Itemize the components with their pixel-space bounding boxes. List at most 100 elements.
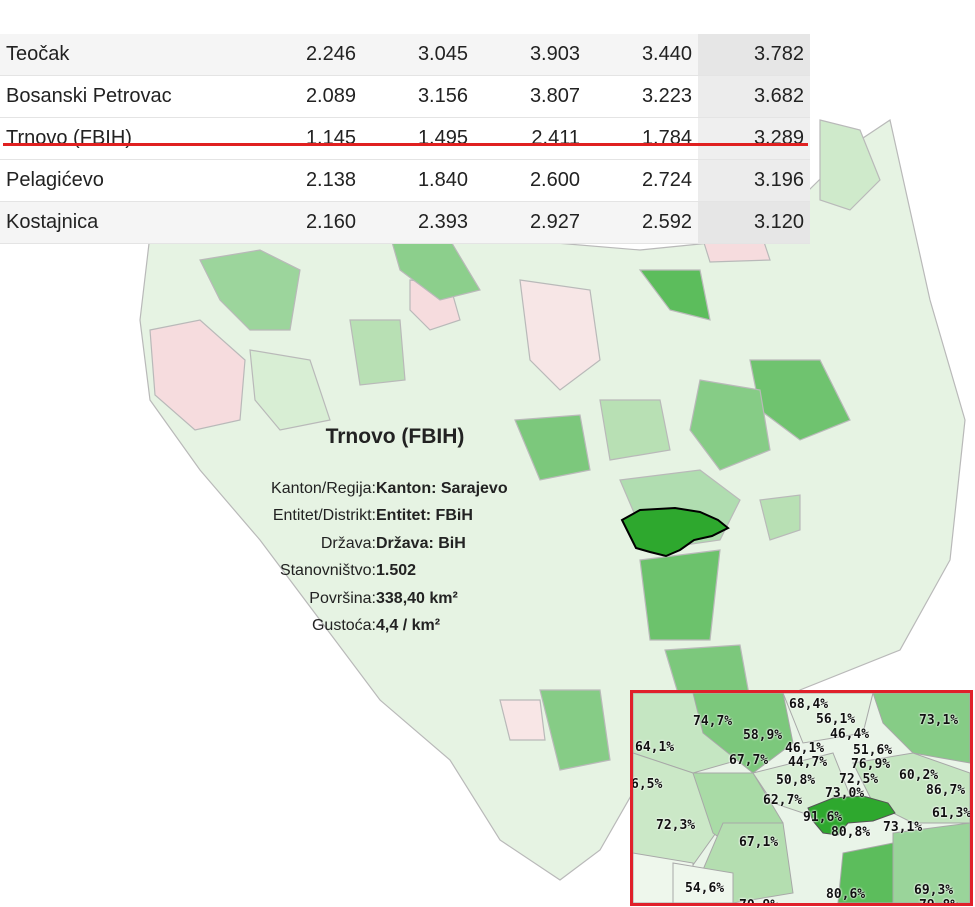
info-value: Država: BiH bbox=[376, 534, 466, 552]
table-cell-value: 3.682 bbox=[698, 75, 810, 118]
table-cell-value: 2.089 bbox=[250, 75, 362, 118]
table-cell-value: 2.600 bbox=[474, 159, 586, 202]
table-cell-value: 3.156 bbox=[362, 75, 474, 118]
map-region-green-6[interactable] bbox=[514, 414, 591, 481]
trnovo-highlight-region[interactable] bbox=[620, 506, 730, 558]
inset-percent-label: 70,9% bbox=[739, 898, 779, 906]
map-region-green-9[interactable] bbox=[639, 549, 721, 641]
info-label: Država: bbox=[320, 534, 376, 552]
table-cell-name: Pelagićevo bbox=[0, 159, 250, 202]
table-cell-value: 3.289 bbox=[698, 117, 810, 160]
inset-percent-label: 73,1% bbox=[883, 820, 923, 835]
map-region-green-12[interactable] bbox=[539, 689, 611, 771]
inset-percent-label: 51,6% bbox=[853, 743, 893, 758]
map-region-pink-center[interactable] bbox=[519, 279, 601, 391]
inset-percent-label: 91,6% bbox=[803, 810, 843, 825]
inset-percent-label: 67,7% bbox=[729, 753, 769, 768]
info-label: Kanton/Regija: bbox=[271, 479, 376, 497]
table-cell-value: 3.903 bbox=[474, 34, 586, 76]
inset-percent-label: 46,1% bbox=[785, 741, 825, 756]
info-label: Površina: bbox=[309, 589, 376, 607]
inset-percent-label: 72,3% bbox=[656, 818, 696, 833]
map-region-green-14[interactable] bbox=[249, 349, 331, 431]
table-cell-value: 3.045 bbox=[362, 34, 474, 76]
table-cell-value: 1.784 bbox=[586, 117, 698, 160]
table-row[interactable]: Kostajnica 2.160 2.393 2.927 2.592 3.120 bbox=[0, 201, 810, 244]
inset-percent-label: 54,6% bbox=[685, 881, 725, 896]
inset-map-percentages: 68,4% 56,1% 73,1% 74,7% 46,4% 64,1% 58,9… bbox=[630, 690, 973, 906]
info-row-density: Gustoća: 4,4 / km² bbox=[230, 613, 560, 641]
inset-percent-label: 73,1% bbox=[919, 713, 959, 728]
info-title: Trnovo (FBIH) bbox=[325, 425, 465, 448]
info-value: 338,40 km² bbox=[376, 589, 458, 607]
info-label: Stanovništvo: bbox=[279, 562, 376, 580]
inset-percent-label: 64,1% bbox=[635, 740, 675, 755]
table-cell-value: 1.840 bbox=[362, 159, 474, 202]
info-label: Gustoća: bbox=[311, 617, 376, 635]
table-row-highlighted[interactable]: Trnovo (FBIH) 1.145 1.495 2.411 1.784 3.… bbox=[0, 117, 810, 160]
table-cell-value: 3.782 bbox=[698, 34, 810, 76]
inset-map-shapes bbox=[633, 693, 970, 903]
table-cell-value: 2.411 bbox=[474, 117, 586, 160]
info-value: Entitet: FBiH bbox=[376, 507, 473, 525]
map-region-green-15[interactable] bbox=[819, 119, 881, 211]
inset-percent-label: 73,0% bbox=[825, 786, 865, 801]
inset-percent-label: 76,9% bbox=[851, 757, 891, 772]
inset-percent-label: 69,3% bbox=[914, 883, 954, 898]
table-row[interactable]: Pelagićevo 2.138 1.840 2.600 2.724 3.196 bbox=[0, 159, 810, 202]
inset-percent-label: 79,8% bbox=[919, 898, 959, 906]
inset-percent-label: 56,1% bbox=[816, 712, 856, 727]
table-row[interactable]: Teočak 2.246 3.045 3.903 3.440 3.782 bbox=[0, 34, 810, 76]
table-cell-value: 3.440 bbox=[586, 34, 698, 76]
inset-percent-label: 80,6% bbox=[826, 887, 866, 902]
municipality-info-tooltip: Trnovo (FBIH) Kanton/Regija: Kanton: Sar… bbox=[230, 425, 560, 640]
table-cell-value: 2.927 bbox=[474, 201, 586, 244]
map-region-green-10[interactable] bbox=[759, 494, 801, 541]
table-cell-value: 3.223 bbox=[586, 75, 698, 118]
table-cell-name: Trnovo (FBIH) bbox=[0, 117, 250, 160]
info-label: Entitet/Distrikt: bbox=[272, 507, 376, 525]
inset-percent-label: 46,4% bbox=[830, 727, 870, 742]
table-row[interactable]: Bosanski Petrovac 2.089 3.156 3.807 3.22… bbox=[0, 75, 810, 118]
highlight-underline bbox=[3, 143, 808, 146]
map-region-green-3[interactable] bbox=[638, 269, 711, 321]
inset-percent-label: 86,7% bbox=[926, 783, 966, 798]
table-cell-value: 2.393 bbox=[362, 201, 474, 244]
table-cell-value: 2.160 bbox=[250, 201, 362, 244]
table-cell-value: 3.807 bbox=[474, 75, 586, 118]
table-cell-value: 2.592 bbox=[586, 201, 698, 244]
map-region-green-13[interactable] bbox=[349, 319, 406, 386]
inset-percent-label: 72,5% bbox=[839, 772, 879, 787]
info-row-area: Površina: 338,40 km² bbox=[230, 585, 560, 613]
inset-percent-label: 67,1% bbox=[739, 835, 779, 850]
municipality-table: Teočak 2.246 3.045 3.903 3.440 3.782 Bos… bbox=[0, 34, 810, 244]
inset-percent-label: 61,3% bbox=[932, 806, 972, 821]
table-cell-name: Bosanski Petrovac bbox=[0, 75, 250, 118]
inset-percent-label: 44,7% bbox=[788, 755, 828, 770]
map-region-pink-south[interactable] bbox=[499, 699, 546, 741]
table-cell-name: Kostajnica bbox=[0, 201, 250, 244]
inset-percent-label: 74,7% bbox=[693, 714, 733, 729]
info-value: 4,4 / km² bbox=[376, 617, 441, 635]
info-row-population: Stanovništvo: 1.502 bbox=[230, 558, 560, 586]
table-cell-name: Teočak bbox=[0, 34, 250, 76]
info-row-country: Država: Država: BiH bbox=[230, 530, 560, 558]
info-value: Kanton: Sarajevo bbox=[376, 479, 508, 497]
info-value: 1.502 bbox=[376, 562, 417, 580]
map-region-green-7[interactable] bbox=[599, 399, 671, 461]
inset-percent-label: 60,2% bbox=[899, 768, 939, 783]
inset-percent-label: 68,4% bbox=[789, 697, 829, 712]
inset-percent-label: 80,8% bbox=[831, 825, 871, 840]
table-cell-value: 2.724 bbox=[586, 159, 698, 202]
table-cell-value: 1.495 bbox=[362, 117, 474, 160]
map-region-green-1[interactable] bbox=[199, 249, 301, 331]
inset-percent-label: 6,5% bbox=[631, 777, 663, 792]
map-region-pink-west[interactable] bbox=[149, 319, 246, 431]
info-row-canton: Kanton/Regija: Kanton: Sarajevo bbox=[230, 475, 560, 503]
table-cell-value: 2.246 bbox=[250, 34, 362, 76]
info-row-entity: Entitet/Distrikt: Entitet: FBiH bbox=[230, 503, 560, 531]
inset-percent-label: 50,8% bbox=[776, 773, 816, 788]
table-cell-value: 3.196 bbox=[698, 159, 810, 202]
inset-percent-label: 58,9% bbox=[743, 728, 783, 743]
map-region-green-5[interactable] bbox=[689, 379, 771, 471]
